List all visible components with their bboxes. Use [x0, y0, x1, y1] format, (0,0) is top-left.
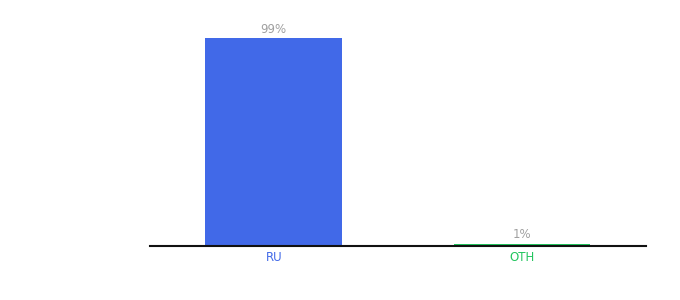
- Bar: [205, 38, 342, 246]
- Text: 1%: 1%: [513, 228, 531, 242]
- Text: 99%: 99%: [260, 22, 287, 36]
- Bar: [454, 244, 590, 246]
